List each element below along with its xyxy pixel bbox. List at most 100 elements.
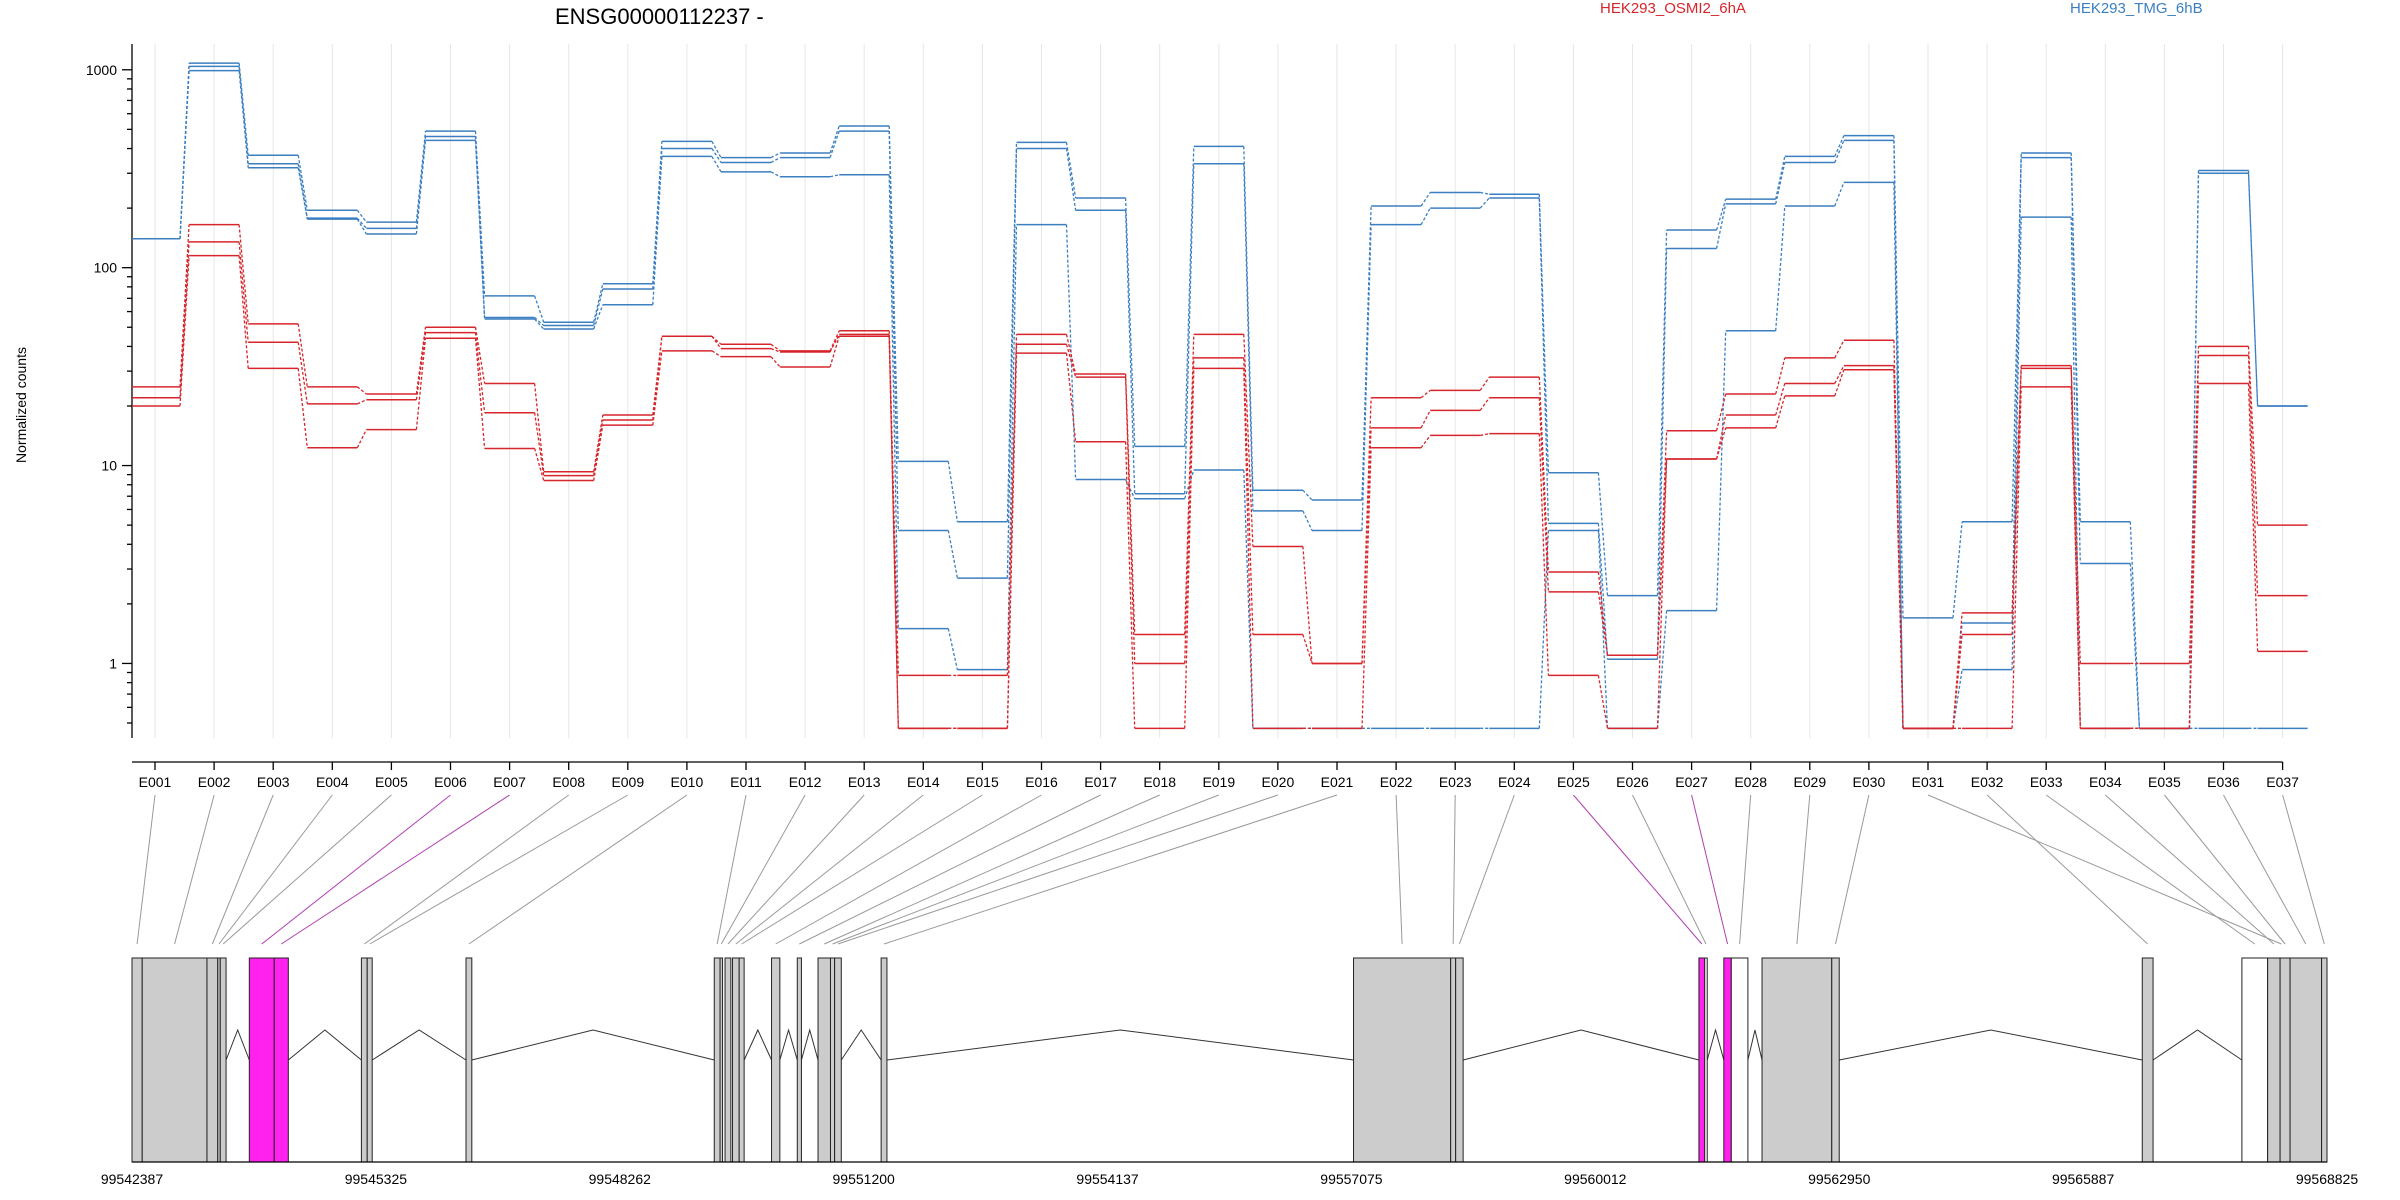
series-lines bbox=[132, 62, 2308, 730]
series-connector bbox=[888, 336, 899, 729]
x-tick-label-e023: E023 bbox=[1439, 774, 1472, 790]
series-connector bbox=[1834, 140, 1845, 163]
series-connector bbox=[1952, 612, 1963, 729]
series-connector bbox=[593, 304, 604, 330]
series-connector bbox=[357, 399, 367, 405]
series-connector bbox=[1952, 521, 1963, 618]
series-connector bbox=[1302, 510, 1313, 531]
series-connector bbox=[297, 167, 308, 220]
connector-e023 bbox=[1452, 794, 1456, 945]
series-connector bbox=[2129, 521, 2141, 729]
series-connector bbox=[1538, 377, 1550, 572]
exon-box-e032 bbox=[2141, 957, 2154, 1163]
exon-connectors bbox=[136, 794, 2325, 945]
exon-box-e029 bbox=[1761, 957, 1833, 1163]
exon-box-e019 bbox=[829, 957, 836, 1163]
series-connector bbox=[474, 338, 486, 449]
series-connector bbox=[1597, 523, 1609, 660]
connector-e026 bbox=[1632, 794, 1707, 945]
series-connector bbox=[474, 332, 486, 413]
exon-box-e034 bbox=[2267, 957, 2281, 1163]
intron bbox=[288, 1029, 362, 1061]
series-connector bbox=[829, 125, 840, 154]
y-axis: 1 10 100 1000 bbox=[86, 44, 133, 738]
connector-e001 bbox=[136, 794, 156, 945]
series-connector bbox=[1952, 634, 1963, 729]
series-connector bbox=[179, 224, 190, 387]
series-connector bbox=[2011, 386, 2022, 729]
x-tick-label-e006: E006 bbox=[434, 774, 467, 790]
series-connector bbox=[829, 330, 840, 352]
series-connector bbox=[770, 171, 781, 178]
series-connector bbox=[415, 338, 427, 430]
series-connector bbox=[888, 174, 899, 629]
series-connector bbox=[1715, 203, 1727, 249]
exon-box-e016 bbox=[771, 957, 781, 1163]
series-connector bbox=[1065, 334, 1077, 375]
series-connector bbox=[2070, 217, 2081, 729]
series-connector bbox=[238, 224, 249, 324]
series-connector bbox=[1538, 197, 1550, 524]
connector-e032 bbox=[1986, 794, 2149, 945]
series-connector bbox=[1184, 163, 1195, 494]
connector-e031 bbox=[1927, 794, 2282, 945]
x-tick-label-e019: E019 bbox=[1202, 774, 1235, 790]
series-connector bbox=[533, 412, 545, 476]
series-connector bbox=[1124, 377, 1136, 664]
series-connector bbox=[947, 628, 959, 670]
connector-e036 bbox=[2223, 794, 2307, 945]
series-connector bbox=[1420, 389, 1431, 399]
legend-entry-osmi2: HEK293_OSMI2_6hA bbox=[1600, 0, 1746, 17]
exon-box-e036 bbox=[2289, 957, 2323, 1163]
coord-tick-label: 99557075 bbox=[1320, 1171, 1383, 1187]
series-connector bbox=[1479, 197, 1490, 209]
series-connector bbox=[297, 368, 308, 448]
series-connector bbox=[238, 255, 249, 369]
series-connector bbox=[1597, 591, 1609, 656]
exon-box-e012 bbox=[719, 957, 724, 1163]
series-connector bbox=[1775, 395, 1786, 429]
series-connector bbox=[1243, 163, 1254, 511]
exon-box-e021 bbox=[880, 957, 888, 1163]
series-connector bbox=[1124, 197, 1136, 447]
series-connector bbox=[179, 70, 190, 239]
y-tick-label: 10 bbox=[101, 458, 117, 474]
exon-box-e006 bbox=[248, 957, 275, 1163]
x-tick-label-e012: E012 bbox=[789, 774, 822, 790]
coord-tick-label: 99560012 bbox=[1564, 1171, 1627, 1187]
series-line-tmg-0 bbox=[132, 62, 2308, 730]
series-connector bbox=[1597, 530, 1609, 729]
series-connector bbox=[1480, 432, 1490, 437]
series-connector bbox=[1715, 330, 1727, 611]
x-tick-label-e031: E031 bbox=[1912, 774, 1945, 790]
series-connector bbox=[947, 461, 959, 522]
series-connector bbox=[1834, 339, 1845, 359]
series-connector bbox=[829, 334, 840, 353]
series-connector bbox=[593, 419, 604, 476]
series-connector bbox=[711, 350, 722, 358]
exon-box-e035 bbox=[2279, 957, 2291, 1163]
exon-box-e011 bbox=[713, 957, 721, 1163]
exon-box-e037 bbox=[2321, 957, 2328, 1163]
x-tick-label-e036: E036 bbox=[2207, 774, 2240, 790]
coord-tick-label: 99554137 bbox=[1076, 1171, 1139, 1187]
series-connector bbox=[1243, 334, 1254, 547]
exon-box-e030 bbox=[1831, 957, 1840, 1163]
series-connector bbox=[770, 152, 781, 159]
series-connector bbox=[888, 131, 899, 531]
exon-box-e015 bbox=[738, 957, 745, 1163]
series-connector bbox=[1420, 410, 1431, 429]
series-connector bbox=[533, 448, 545, 481]
series-connector bbox=[1715, 427, 1727, 460]
connector-e013 bbox=[727, 794, 865, 945]
connector-e028 bbox=[1739, 794, 1752, 945]
exon-box-e024 bbox=[1455, 957, 1464, 1163]
x-tick-label-e009: E009 bbox=[611, 774, 644, 790]
series-connector bbox=[2188, 173, 2200, 729]
series-connector bbox=[1775, 383, 1786, 416]
coord-tick-label: 99542387 bbox=[101, 1171, 164, 1187]
x-tick-label-e032: E032 bbox=[1971, 774, 2004, 790]
x-tick-label-e016: E016 bbox=[1025, 774, 1058, 790]
connector-e016 bbox=[775, 794, 1042, 945]
series-connector bbox=[356, 429, 367, 449]
